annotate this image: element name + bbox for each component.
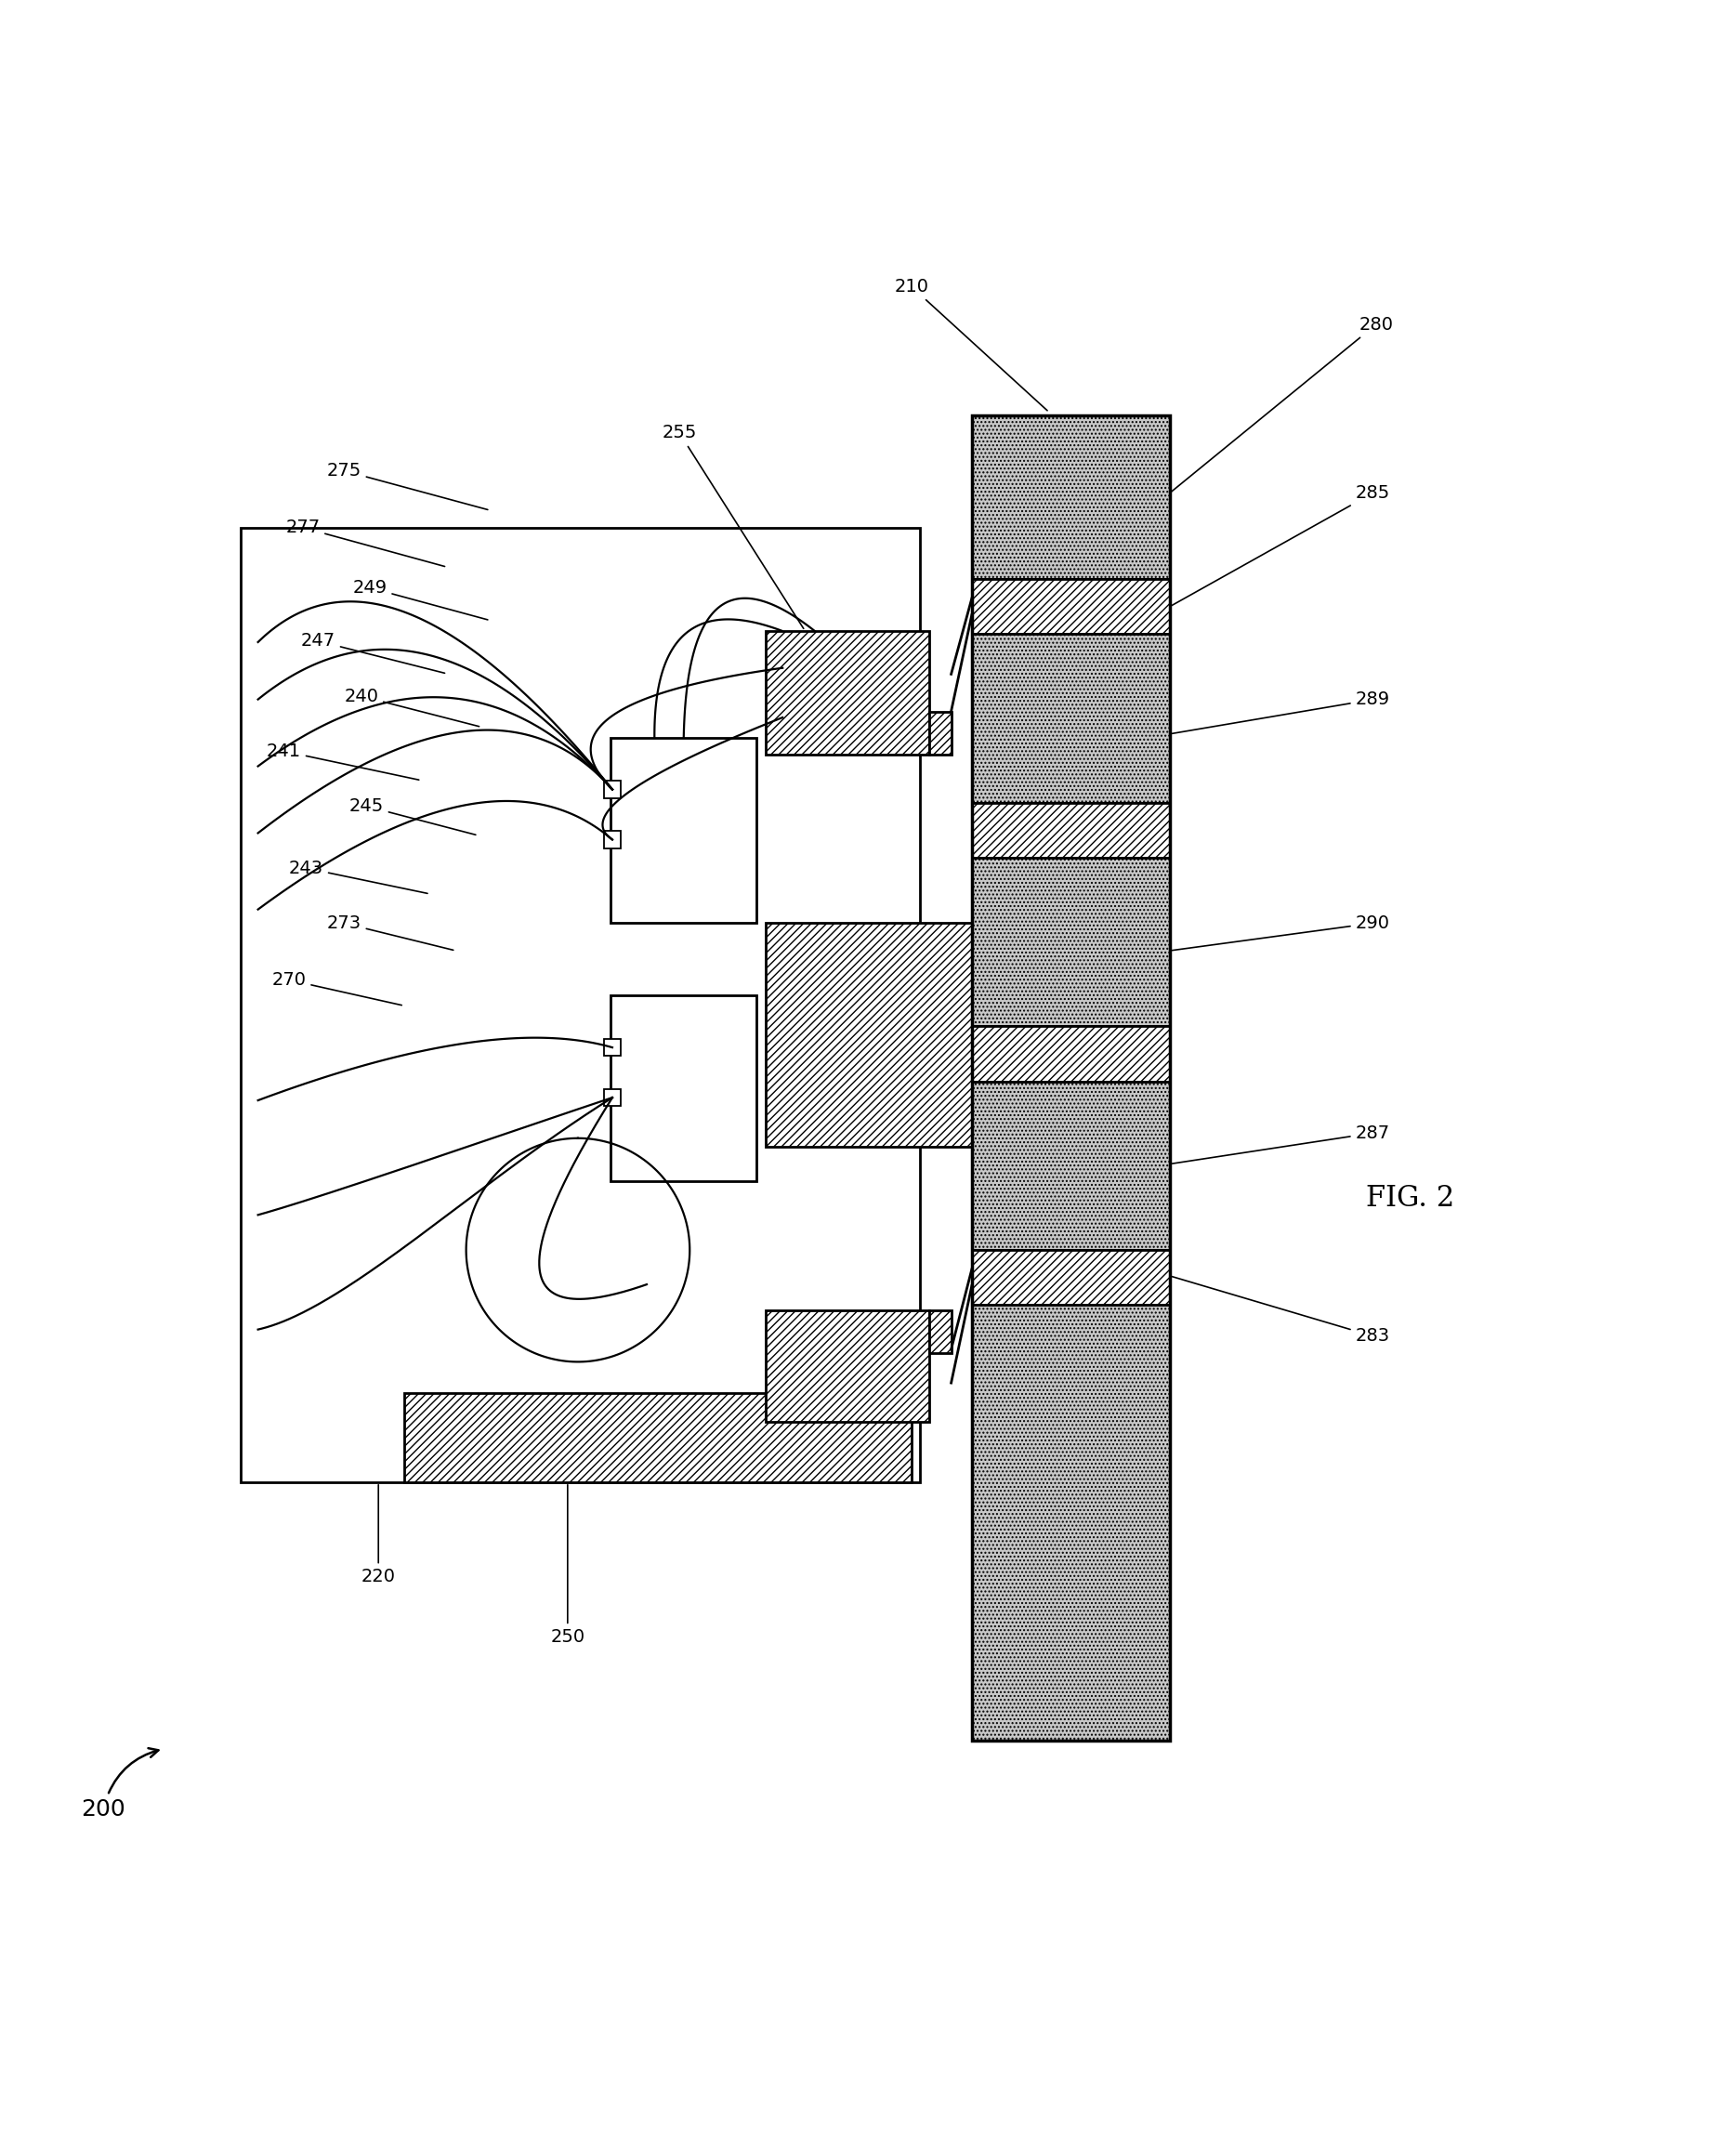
Text: 273: 273: [327, 914, 454, 951]
Text: 241: 241: [267, 742, 420, 780]
Bar: [972, 416, 1170, 580]
Bar: [611, 737, 757, 923]
Text: 280: 280: [1171, 315, 1393, 492]
Bar: [929, 1311, 951, 1354]
Bar: [604, 830, 621, 847]
Text: 285: 285: [1171, 485, 1390, 606]
Text: 275: 275: [327, 461, 488, 509]
Text: 289: 289: [1171, 690, 1390, 733]
Text: 247: 247: [301, 632, 445, 673]
Text: 243: 243: [289, 860, 428, 893]
Bar: [604, 1039, 621, 1056]
Bar: [972, 802, 1170, 858]
Bar: [241, 528, 920, 1481]
Text: 255: 255: [662, 425, 803, 630]
Text: 270: 270: [272, 970, 402, 1005]
Text: 240: 240: [344, 688, 480, 727]
Text: 277: 277: [286, 520, 445, 567]
Bar: [972, 1250, 1170, 1304]
Text: FIG. 2: FIG. 2: [1366, 1184, 1455, 1214]
Bar: [765, 1311, 929, 1423]
Bar: [604, 1089, 621, 1106]
Bar: [604, 780, 621, 798]
Text: 283: 283: [1171, 1276, 1390, 1345]
Text: 200: 200: [81, 1749, 158, 1820]
Bar: [972, 1026, 1170, 1082]
Bar: [972, 1082, 1170, 1250]
Bar: [972, 634, 1170, 802]
Bar: [972, 580, 1170, 634]
Text: 290: 290: [1171, 914, 1390, 951]
Bar: [972, 858, 1170, 1026]
Bar: [972, 416, 1170, 1740]
Text: 210: 210: [894, 278, 1047, 410]
Bar: [765, 632, 929, 755]
Text: 250: 250: [550, 1485, 585, 1645]
Bar: [765, 923, 972, 1147]
Bar: [972, 1304, 1170, 1740]
Text: 249: 249: [353, 580, 488, 619]
Text: 245: 245: [349, 798, 476, 834]
Text: 220: 220: [361, 1485, 396, 1585]
Bar: [404, 1393, 912, 1481]
Text: 287: 287: [1171, 1123, 1390, 1164]
Bar: [611, 996, 757, 1181]
Bar: [929, 711, 951, 755]
